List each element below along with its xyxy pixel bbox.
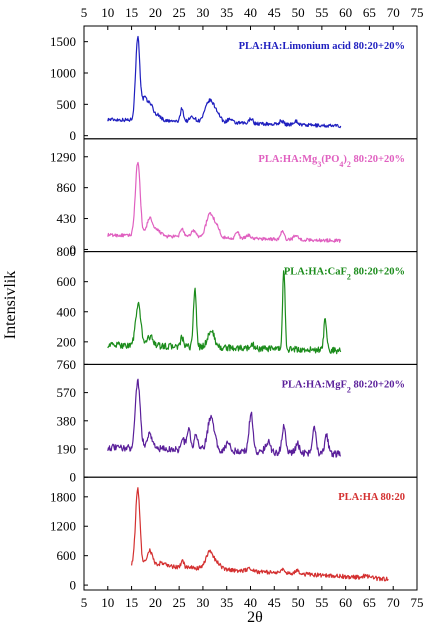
x-tick-label: 5 <box>81 595 88 610</box>
y-tick-label: 1800 <box>50 489 76 504</box>
y-tick-label: 760 <box>57 357 77 372</box>
x-tick-label-top: 5 <box>81 5 88 20</box>
spectrum-line <box>107 270 342 355</box>
x-tick-label: 10 <box>101 595 114 610</box>
x-tick-label: 75 <box>411 595 424 610</box>
x-tick-label: 15 <box>125 595 138 610</box>
series-label: PLA:HA:Mg3(PO4)2 80:20+20% <box>258 154 405 169</box>
x-tick-label-top: 65 <box>363 5 376 20</box>
bottom-x-axis: 5 10 15 20 25 30 35 40 45 50 55 60 65 70 75 <box>81 586 424 610</box>
panel-1: 0 500 1000 1500 PLA:HA:Limonium acid 80:20+2… <box>50 25 418 143</box>
x-tick-label-top: 45 <box>268 5 281 20</box>
x-tick-label-top: 10 <box>101 5 114 20</box>
spectrum-line <box>107 161 342 243</box>
x-axis-title: 2θ <box>247 609 263 626</box>
panel-2: 0 430 860 1290 PLA:HA:Mg3(PO4)2 80:20+20% <box>50 138 418 257</box>
x-tick-label-top: 60 <box>339 5 352 20</box>
x-tick-label: 30 <box>196 595 209 610</box>
x-tick-label: 45 <box>268 595 281 610</box>
y-tick-label: 400 <box>57 304 77 319</box>
x-tick-label: 60 <box>339 595 352 610</box>
panel-3: 200 400 600 800 PLA:HA:CaF2 80:20+20% <box>57 244 418 365</box>
spectrum-line <box>131 487 389 582</box>
x-tick-label-top: 75 <box>411 5 424 20</box>
x-tick-label: 55 <box>315 595 328 610</box>
y-axis-title: Intensivlik <box>2 271 19 339</box>
x-tick-label: 50 <box>292 595 305 610</box>
x-tick-label: 35 <box>220 595 233 610</box>
spectrum-line <box>107 378 342 458</box>
top-x-axis: 5 10 15 20 25 30 35 40 45 50 55 60 65 70 75 <box>81 5 424 30</box>
x-tick-label: 40 <box>244 595 257 610</box>
x-tick-label: 25 <box>173 595 186 610</box>
x-tick-label-top: 15 <box>125 5 138 20</box>
y-tick-label: 0 <box>70 470 77 485</box>
series-label: PLA:HA:Limonium acid 80:20+20% <box>239 41 405 52</box>
panel-5: 0 600 1200 1800 PLA:HA 80:20 <box>50 476 418 593</box>
x-tick-label-top: 70 <box>387 5 400 20</box>
spectrum-line <box>107 35 342 129</box>
series-label: PLA:HA 80:20 <box>338 492 405 503</box>
y-tick-label: 200 <box>57 334 77 349</box>
y-tick-label: 0 <box>70 128 77 143</box>
x-tick-label-top: 30 <box>196 5 209 20</box>
panel-4: 0 190 380 570 760 PLA:HA:MgF2 80:20+20% <box>57 357 418 485</box>
y-tick-label: 600 <box>57 274 77 289</box>
series-label: PLA:HA:MgF2 80:20+20% <box>282 379 405 394</box>
series-label: PLA:HA:CaF2 80:20+20% <box>284 267 405 282</box>
y-tick-label: 380 <box>57 413 77 428</box>
y-tick-label: 570 <box>57 385 77 400</box>
y-tick-label: 1200 <box>50 519 76 534</box>
x-tick-label-top: 25 <box>173 5 186 20</box>
x-tick-label-top: 50 <box>292 5 305 20</box>
y-tick-label: 190 <box>57 442 77 457</box>
y-tick-label: 860 <box>57 180 77 195</box>
x-tick-label: 65 <box>363 595 376 610</box>
x-tick-label: 20 <box>149 595 162 610</box>
x-tick-label-top: 55 <box>315 5 328 20</box>
y-tick-label: 1290 <box>50 149 76 164</box>
y-tick-label: 1500 <box>50 34 76 49</box>
x-tick-label: 70 <box>387 595 400 610</box>
x-tick-label-top: 20 <box>149 5 162 20</box>
y-tick-label: 1000 <box>50 66 76 81</box>
y-tick-label: 0 <box>70 242 77 257</box>
x-tick-label-top: 40 <box>244 5 257 20</box>
y-tick-label: 430 <box>57 211 77 226</box>
y-tick-label: 500 <box>57 97 77 112</box>
y-tick-label: 0 <box>70 578 77 593</box>
y-tick-label: 800 <box>57 244 77 259</box>
panel-frame <box>83 476 418 591</box>
x-tick-label-top: 35 <box>220 5 233 20</box>
y-tick-label: 600 <box>57 548 77 563</box>
panels: 0 500 1000 1500 PLA:HA:Limonium acid 80:20+2… <box>50 25 418 593</box>
